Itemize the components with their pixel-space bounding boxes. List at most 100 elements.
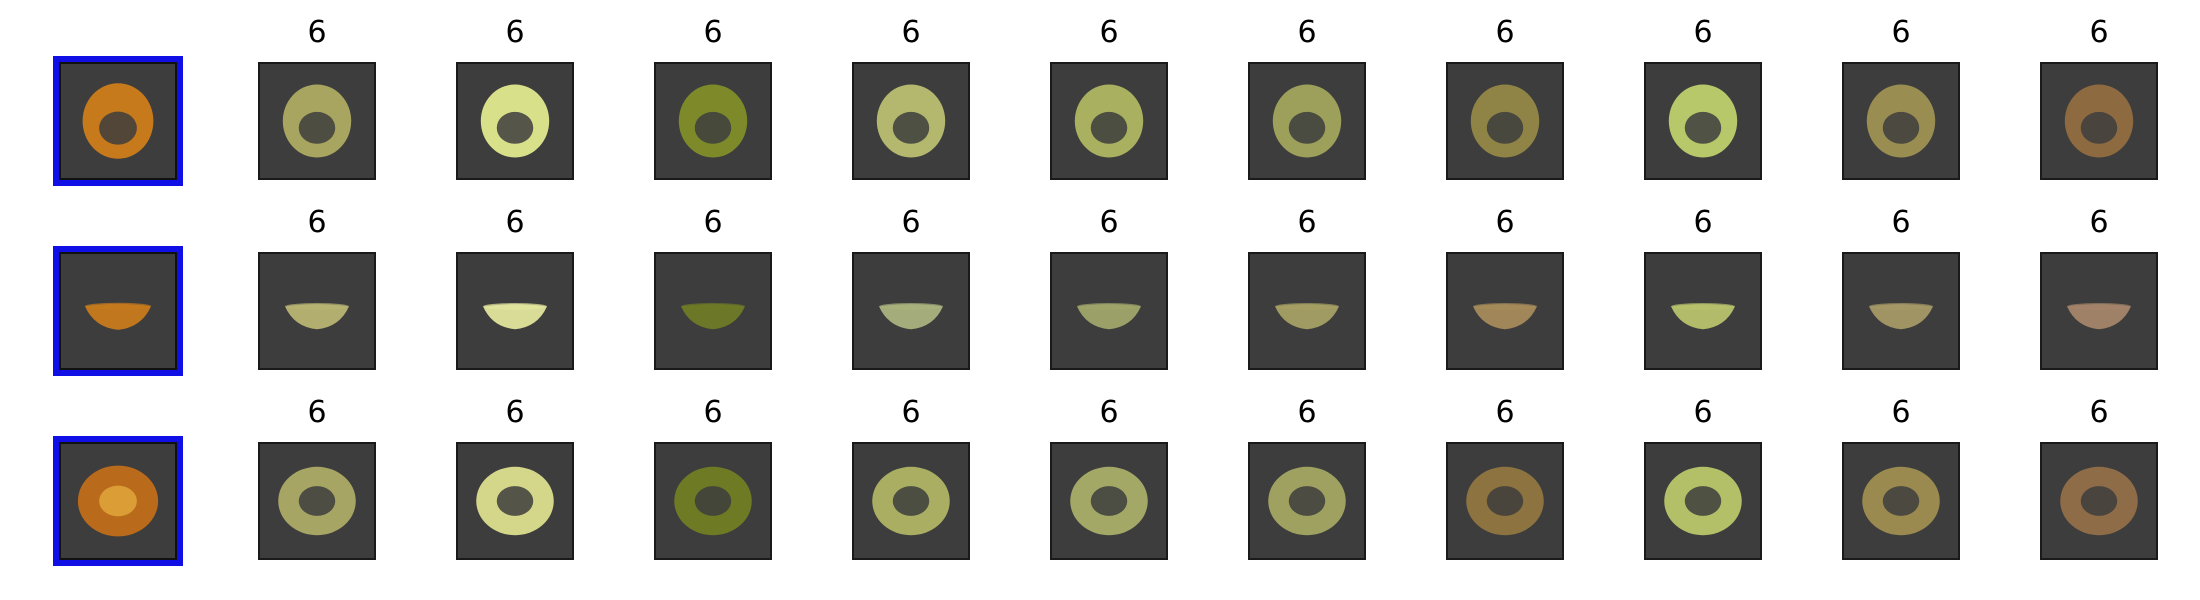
result-label: 6 xyxy=(1297,395,1317,430)
result-thumbnail[interactable] xyxy=(258,442,376,560)
result-thumbnail[interactable] xyxy=(1248,442,1366,560)
result-label: 6 xyxy=(1099,395,1119,430)
vessel-icon xyxy=(1077,303,1141,330)
result-thumbnail[interactable] xyxy=(1644,442,1762,560)
result-thumbnail[interactable] xyxy=(1644,252,1762,370)
vessel-icon xyxy=(1862,466,1940,536)
query-thumbnail[interactable] xyxy=(53,436,183,566)
vessel-icon xyxy=(678,84,748,158)
vessel-icon xyxy=(1866,84,1936,158)
result-thumbnail[interactable] xyxy=(1050,252,1168,370)
result-label: 6 xyxy=(505,395,525,430)
vessel-icon xyxy=(285,303,349,330)
result-thumbnail[interactable] xyxy=(1644,62,1762,180)
result-thumbnail[interactable] xyxy=(852,442,970,560)
vessel-icon xyxy=(278,466,356,536)
result-thumbnail[interactable] xyxy=(1446,442,1564,560)
result-label: 6 xyxy=(1297,205,1317,240)
result-thumbnail[interactable] xyxy=(1446,62,1564,180)
vessel-icon xyxy=(84,302,152,330)
result-label: 6 xyxy=(703,205,723,240)
result-thumbnail[interactable] xyxy=(852,62,970,180)
result-thumbnail[interactable] xyxy=(2040,442,2158,560)
result-row: 6 6 6 6 6 6 6 6 6 6 xyxy=(0,0,2200,566)
result-label: 6 xyxy=(1495,15,1515,50)
result-row: 6 6 6 6 6 6 6 6 6 6 xyxy=(0,0,2200,190)
vessel-icon xyxy=(2064,84,2134,158)
vessel-icon xyxy=(1671,303,1735,330)
result-label: 6 xyxy=(901,395,921,430)
result-label: 6 xyxy=(1891,395,1911,430)
vessel-icon xyxy=(2060,466,2138,536)
vessel-icon xyxy=(476,466,554,536)
vessel-icon xyxy=(77,465,159,537)
result-label: 6 xyxy=(307,395,327,430)
result-label: 6 xyxy=(1297,15,1317,50)
result-thumbnail[interactable] xyxy=(1248,62,1366,180)
result-thumbnail[interactable] xyxy=(2040,252,2158,370)
vessel-icon xyxy=(1473,303,1537,330)
result-label: 6 xyxy=(307,15,327,50)
result-label: 6 xyxy=(1891,205,1911,240)
result-thumbnail[interactable] xyxy=(1842,442,1960,560)
result-thumbnail[interactable] xyxy=(1446,252,1564,370)
result-thumbnail[interactable] xyxy=(654,62,772,180)
result-thumbnail[interactable] xyxy=(1050,442,1168,560)
vessel-icon xyxy=(1272,84,1342,158)
result-thumbnail[interactable] xyxy=(852,252,970,370)
vessel-icon xyxy=(872,466,950,536)
result-thumbnail[interactable] xyxy=(258,62,376,180)
vessel-icon xyxy=(674,466,752,536)
result-label: 6 xyxy=(1693,395,1713,430)
vessel-icon xyxy=(1074,84,1144,158)
result-label: 6 xyxy=(307,205,327,240)
result-thumbnail[interactable] xyxy=(456,62,574,180)
vessel-icon xyxy=(1668,84,1738,158)
vessel-icon xyxy=(2067,303,2131,330)
result-label: 6 xyxy=(1693,15,1713,50)
result-label: 6 xyxy=(1495,395,1515,430)
result-label: 6 xyxy=(1891,15,1911,50)
result-label: 6 xyxy=(901,205,921,240)
result-thumbnail[interactable] xyxy=(2040,62,2158,180)
query-thumbnail[interactable] xyxy=(53,246,183,376)
vessel-icon xyxy=(82,83,154,159)
result-thumbnail[interactable] xyxy=(258,252,376,370)
result-label: 6 xyxy=(505,15,525,50)
vessel-icon xyxy=(1869,303,1933,330)
vessel-icon xyxy=(483,303,547,330)
vessel-icon xyxy=(876,84,946,158)
vessel-icon xyxy=(879,303,943,330)
result-thumbnail[interactable] xyxy=(1248,252,1366,370)
vessel-icon xyxy=(1268,466,1346,536)
result-label: 6 xyxy=(703,15,723,50)
query-thumbnail[interactable] xyxy=(53,56,183,186)
result-thumbnail[interactable] xyxy=(1842,62,1960,180)
result-thumbnail[interactable] xyxy=(456,252,574,370)
result-label: 6 xyxy=(1693,205,1713,240)
result-row: 6 6 6 6 6 6 6 6 6 6 xyxy=(0,0,2200,376)
result-thumbnail[interactable] xyxy=(654,442,772,560)
result-label: 6 xyxy=(1099,15,1119,50)
result-thumbnail[interactable] xyxy=(654,252,772,370)
result-label: 6 xyxy=(2089,205,2109,240)
vessel-icon xyxy=(1070,466,1148,536)
result-label: 6 xyxy=(2089,395,2109,430)
result-label: 6 xyxy=(505,205,525,240)
result-label: 6 xyxy=(1099,205,1119,240)
result-label: 6 xyxy=(1495,205,1515,240)
result-thumbnail[interactable] xyxy=(456,442,574,560)
vessel-icon xyxy=(1664,466,1742,536)
result-label: 6 xyxy=(901,15,921,50)
result-label: 6 xyxy=(2089,15,2109,50)
vessel-icon xyxy=(1466,466,1544,536)
result-thumbnail[interactable] xyxy=(1050,62,1168,180)
vessel-icon xyxy=(1470,84,1540,158)
vessel-icon xyxy=(1275,303,1339,330)
vessel-icon xyxy=(480,84,550,158)
vessel-icon xyxy=(282,84,352,158)
result-thumbnail[interactable] xyxy=(1842,252,1960,370)
result-label: 6 xyxy=(703,395,723,430)
vessel-icon xyxy=(681,303,745,330)
